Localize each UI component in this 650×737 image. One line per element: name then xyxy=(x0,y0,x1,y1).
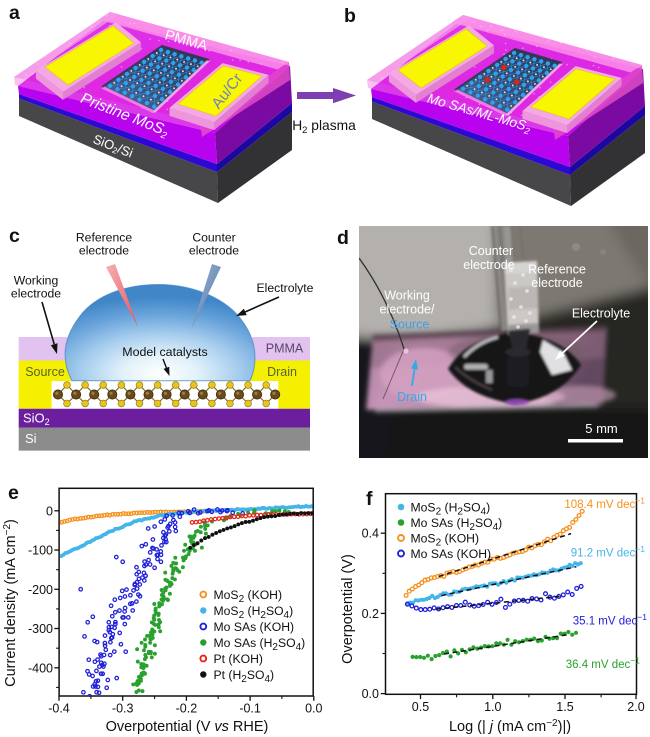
svg-text:-0.4: -0.4 xyxy=(48,702,70,716)
svg-text:108.4 mV dec−1​: 108.4 mV dec−1​ xyxy=(564,496,645,512)
svg-text:-0.1: -0.1 xyxy=(239,702,261,716)
svg-text:e: e xyxy=(8,482,19,504)
svg-text:Model catalysts: Model catalysts xyxy=(122,345,207,359)
svg-text:PMMA: PMMA xyxy=(266,342,304,356)
svg-text:electrode/: electrode/ xyxy=(380,303,435,317)
svg-text:Drain: Drain xyxy=(267,365,297,379)
svg-text:0.0: 0.0 xyxy=(305,702,322,716)
svg-text:Reference: Reference xyxy=(76,231,132,245)
svg-text:Drain: Drain xyxy=(397,390,427,404)
svg-text:0.4: 0.4 xyxy=(362,527,379,541)
svg-text:-0.3: -0.3 xyxy=(112,702,134,716)
svg-text:Electrolyte: Electrolyte xyxy=(257,281,314,295)
svg-text:Reference: Reference xyxy=(528,263,586,277)
svg-text:Pt (H2​SO4​): Pt (H2​SO4​) xyxy=(214,668,275,685)
svg-text:Source: Source xyxy=(25,365,65,379)
svg-text:f: f xyxy=(366,488,373,510)
svg-text:SiO2​: SiO2​ xyxy=(23,411,50,428)
svg-text:electrode: electrode xyxy=(463,258,514,272)
svg-text:Overpotential (V vs RHE): Overpotential (V vs RHE) xyxy=(106,719,269,735)
svg-text:Source: Source xyxy=(390,318,430,332)
svg-text:Working: Working xyxy=(384,289,430,303)
svg-text:Si: Si xyxy=(25,431,37,446)
svg-text:-100: -100 xyxy=(28,544,53,558)
svg-text:electrode: electrode xyxy=(79,244,129,258)
svg-text:electrode: electrode xyxy=(11,287,61,301)
svg-text:91.2 mV dec−1​: 91.2 mV dec−1​ xyxy=(571,544,646,560)
svg-text:-300: -300 xyxy=(28,622,53,636)
svg-text:Working: Working xyxy=(14,274,58,288)
svg-text:c: c xyxy=(9,225,20,247)
svg-text:Mo SAs (H2​SO4​): Mo SAs (H2​SO4​) xyxy=(411,516,503,533)
svg-text:1.5: 1.5 xyxy=(556,700,573,714)
svg-text:MoS2​ (KOH): MoS2​ (KOH) xyxy=(411,531,480,548)
svg-text:-0.2: -0.2 xyxy=(176,702,198,716)
svg-text:-400: -400 xyxy=(28,661,53,675)
svg-text:2.0: 2.0 xyxy=(627,700,644,714)
svg-text:H2​ plasma: H2​ plasma xyxy=(292,118,356,136)
svg-text:-200: -200 xyxy=(28,583,53,597)
svg-text:electrode: electrode xyxy=(531,276,582,290)
svg-text:1.0: 1.0 xyxy=(484,700,501,714)
svg-text:Counter: Counter xyxy=(469,244,513,258)
svg-text:electrode: electrode xyxy=(189,244,239,258)
svg-text:Mo SAs (H2​SO4​): Mo SAs (H2​SO4​) xyxy=(214,636,306,653)
svg-text:Current density (mA cm−2​): Current density (mA cm−2​) xyxy=(2,519,19,687)
svg-text:a: a xyxy=(9,2,20,24)
svg-text:b: b xyxy=(344,5,356,27)
svg-text:Mo SAs (KOH): Mo SAs (KOH) xyxy=(411,547,492,561)
svg-text:Counter: Counter xyxy=(192,231,235,245)
svg-text:0: 0 xyxy=(46,504,53,518)
svg-text:MoS2​ (KOH): MoS2​ (KOH) xyxy=(214,588,283,605)
svg-text:MoS2​ (H2​SO4​): MoS2​ (H2​SO4​) xyxy=(214,604,294,621)
svg-text:Pt (KOH): Pt (KOH) xyxy=(214,652,263,666)
svg-text:36.4 mV dec−1​: 36.4 mV dec−1​ xyxy=(566,656,641,672)
svg-text:0.2: 0.2 xyxy=(362,607,379,621)
svg-text:Overpotential (V): Overpotential (V) xyxy=(340,554,356,664)
svg-text:5 mm: 5 mm xyxy=(585,421,618,436)
svg-text:0.0: 0.0 xyxy=(362,687,379,701)
svg-text:d: d xyxy=(337,227,349,249)
svg-text:MoS2​ (H2​SO4​): MoS2​ (H2​SO4​) xyxy=(411,500,491,517)
svg-text:Electrolyte: Electrolyte xyxy=(572,307,630,321)
svg-text:Mo SAs (KOH): Mo SAs (KOH) xyxy=(214,620,295,634)
svg-text:0.5: 0.5 xyxy=(412,700,429,714)
svg-text:Log (| j (mA cm−2​)|): Log (| j (mA cm−2​)|) xyxy=(449,718,571,735)
svg-text:35.1 mV dec−1​: 35.1 mV dec−1​ xyxy=(573,612,648,628)
